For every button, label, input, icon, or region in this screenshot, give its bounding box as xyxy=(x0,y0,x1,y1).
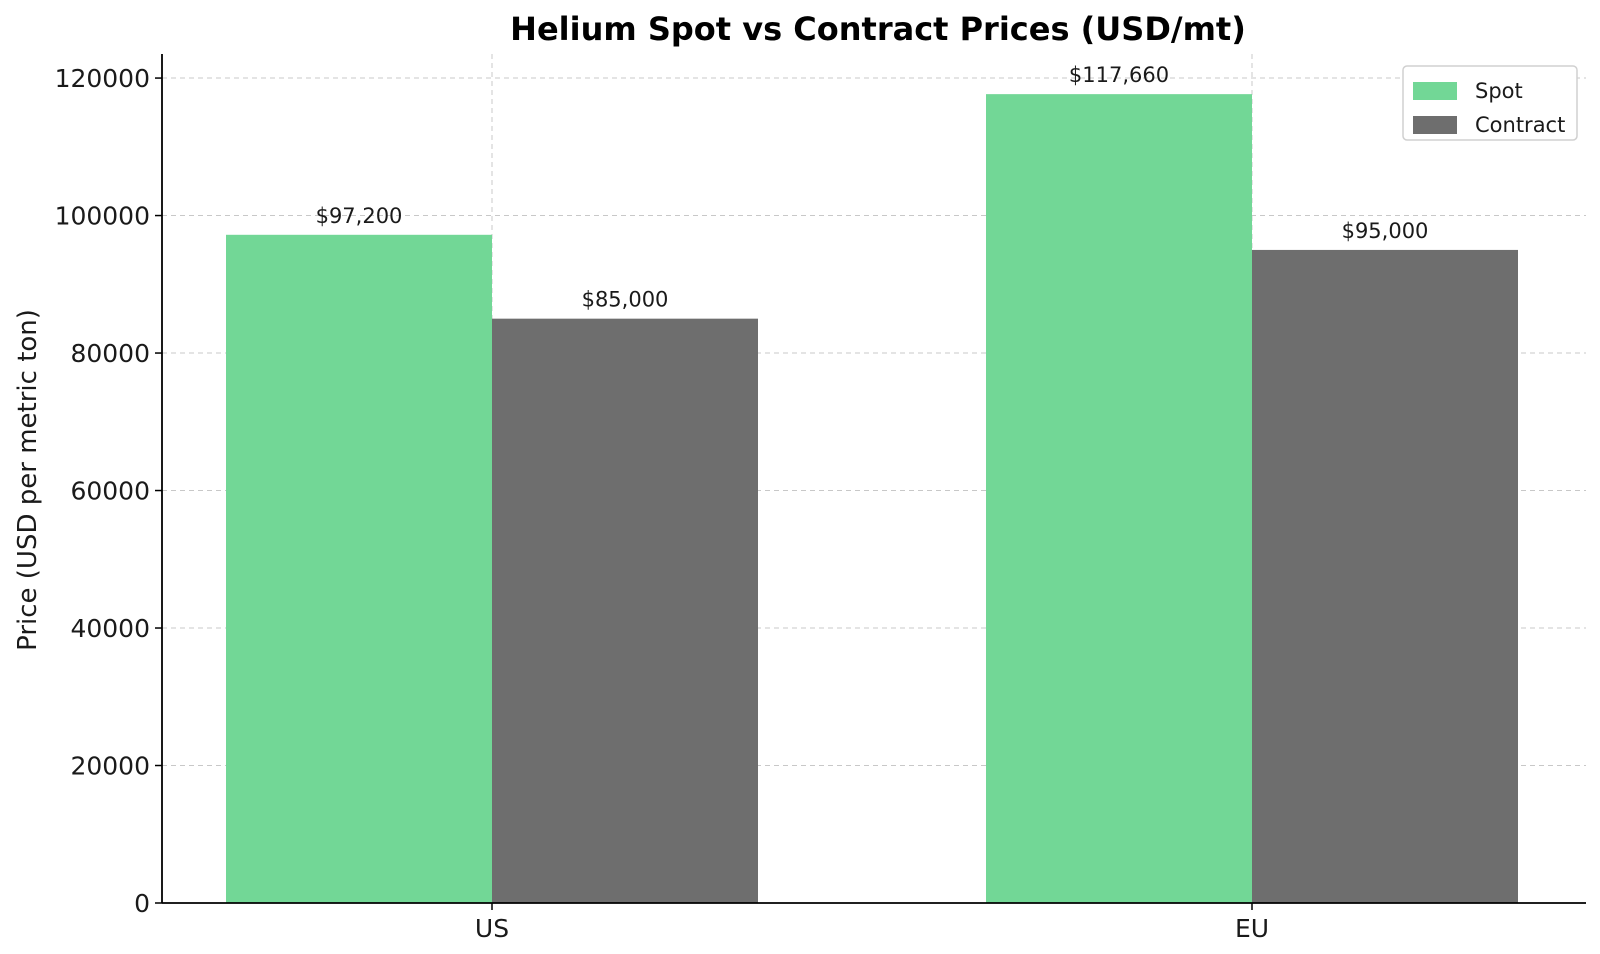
data-label: $85,000 xyxy=(582,288,669,312)
legend: Spot Contract xyxy=(1402,65,1578,141)
y-tick-label: 60000 xyxy=(70,477,150,506)
y-tick-label: 0 xyxy=(134,889,150,918)
y-tick-label: 80000 xyxy=(70,339,150,368)
bar-contract-us xyxy=(492,318,758,903)
chart-title: Helium Spot vs Contract Prices (USD/mt) xyxy=(510,10,1246,48)
data-labels: $97,200 $117,660 $85,000 $95,000 xyxy=(316,63,1429,312)
bar-spot-eu xyxy=(986,94,1252,904)
x-tick-label: US xyxy=(475,914,509,943)
legend-label-contract: Contract xyxy=(1475,113,1565,137)
legend-label-spot: Spot xyxy=(1475,79,1523,103)
data-label: $95,000 xyxy=(1342,219,1429,243)
y-tick-label: 20000 xyxy=(70,752,150,781)
legend-swatch-contract xyxy=(1413,116,1457,134)
x-tick-label: EU xyxy=(1235,914,1269,943)
y-axis-label: Price (USD per metric ton) xyxy=(13,309,43,651)
y-tick-label: 120000 xyxy=(55,64,150,93)
y-tick-label: 40000 xyxy=(70,614,150,643)
bars xyxy=(226,94,1518,904)
data-label: $97,200 xyxy=(316,204,403,228)
y-tick-label: 100000 xyxy=(55,202,150,231)
bar-spot-us xyxy=(226,234,492,903)
legend-swatch-spot xyxy=(1413,82,1457,100)
axes: 0 20000 40000 60000 80000 100000 120000 US EU xyxy=(55,54,1586,943)
bar-contract-eu xyxy=(1252,249,1518,903)
data-label: $117,660 xyxy=(1069,63,1169,87)
